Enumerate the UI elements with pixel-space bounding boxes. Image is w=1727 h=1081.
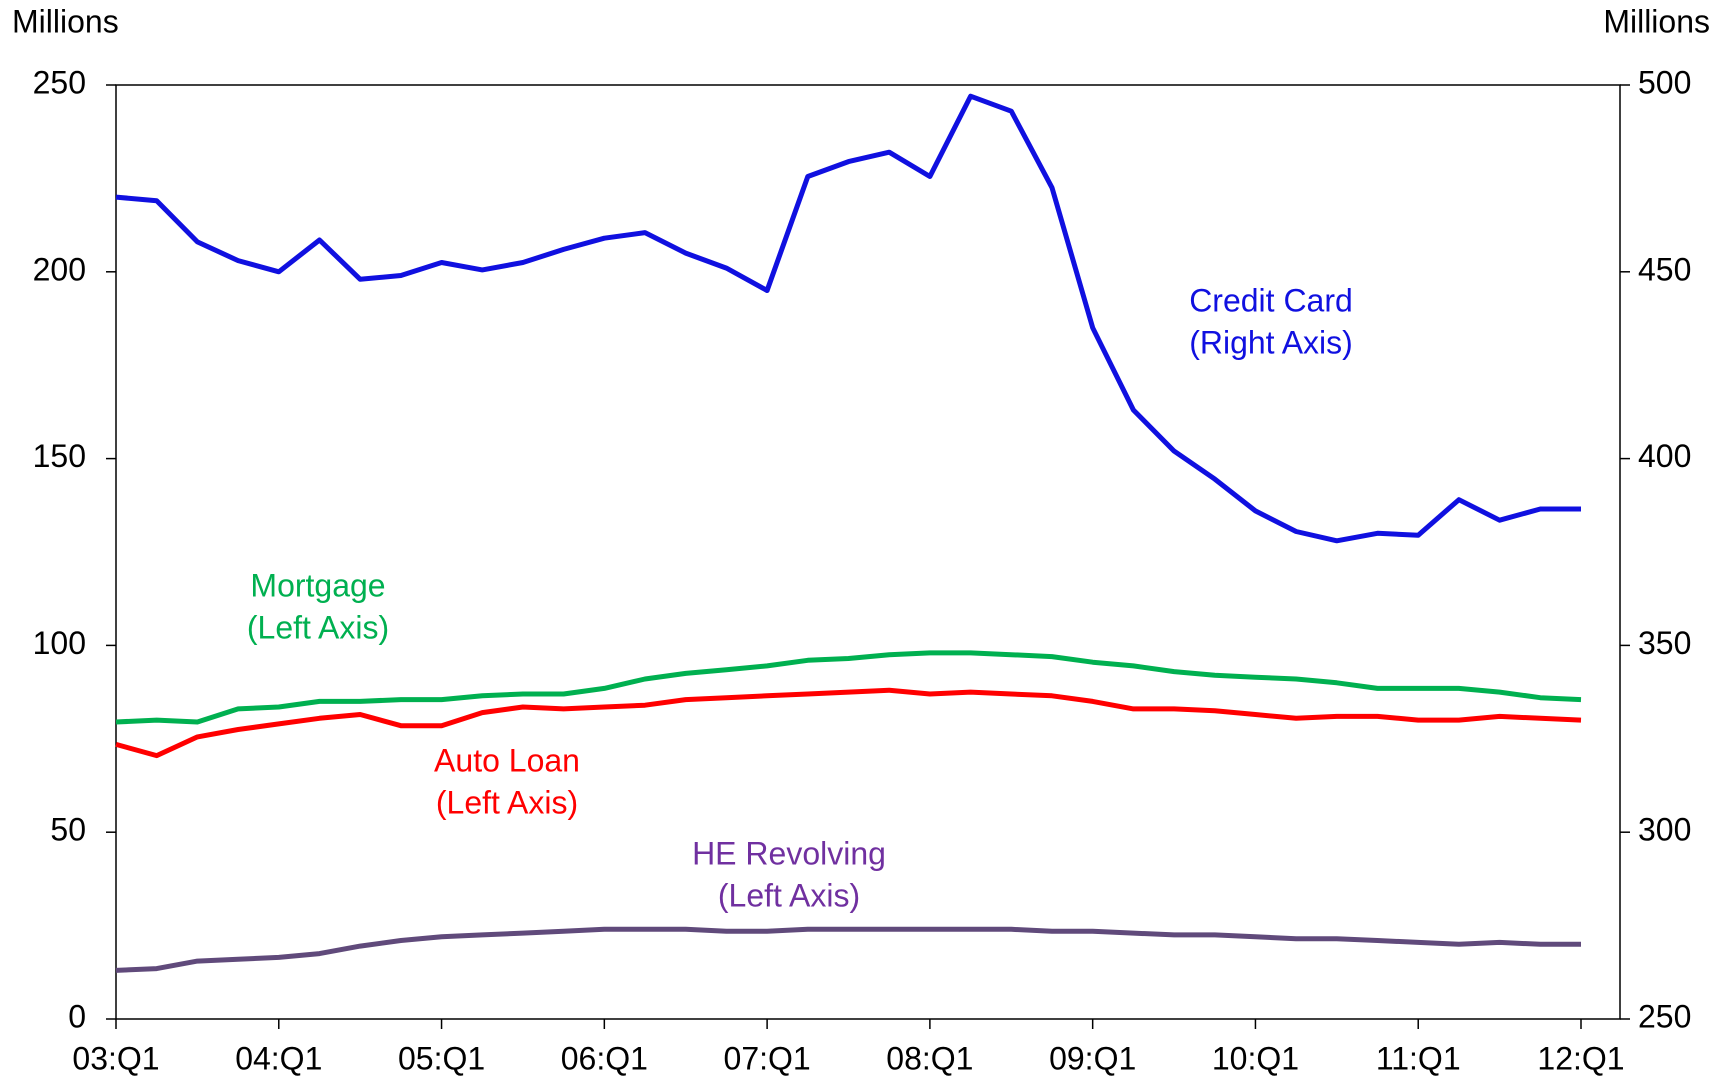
y2-tick-label: 400: [1638, 438, 1691, 474]
y-tick-label: 200: [33, 251, 86, 287]
y-tick-label: 0: [68, 998, 86, 1034]
series-label: Auto Loan: [434, 742, 580, 778]
x-tick-label: 11:Q1: [1376, 1040, 1461, 1076]
x-tick-label: 04:Q1: [235, 1040, 322, 1076]
y2-tick-label: 300: [1638, 812, 1691, 848]
x-tick-label: 08:Q1: [886, 1040, 973, 1076]
x-tick-label: 12:Q1: [1537, 1040, 1624, 1076]
y-axis-label: Millions: [12, 3, 119, 39]
y-tick-label: 50: [50, 812, 86, 848]
series-axis-label: (Left Axis): [436, 784, 578, 820]
x-tick-label: 10:Q1: [1212, 1040, 1299, 1076]
y-tick-label: 150: [33, 438, 86, 474]
series-axis-label: (Left Axis): [718, 877, 860, 913]
x-tick-label: 05:Q1: [398, 1040, 485, 1076]
y2-axis-label: Millions: [1603, 3, 1710, 39]
y2-tick-label: 500: [1638, 64, 1691, 100]
x-tick-label: 09:Q1: [1049, 1040, 1136, 1076]
y-tick-label: 250: [33, 64, 86, 100]
y2-tick-label: 450: [1638, 251, 1691, 287]
series-line: [115, 93, 1581, 544]
plot-frame: [115, 84, 1621, 1020]
x-tick-label: 07:Q1: [724, 1040, 811, 1076]
y2-tick-label: 350: [1638, 625, 1691, 661]
y2-tick-label: 250: [1638, 998, 1691, 1034]
x-tick-label: 03:Q1: [72, 1040, 159, 1076]
x-tick-label: 06:Q1: [561, 1040, 648, 1076]
series-label: Credit Card: [1189, 282, 1353, 318]
series-axis-label: (Left Axis): [247, 609, 389, 645]
series-label: Mortgage: [250, 567, 385, 603]
series-line: [115, 650, 1582, 725]
series-line: [115, 926, 1581, 973]
series-line: [115, 687, 1582, 759]
y-tick-label: 100: [33, 625, 86, 661]
series-label: HE Revolving: [692, 835, 886, 871]
series-axis-label: (Right Axis): [1189, 324, 1353, 360]
